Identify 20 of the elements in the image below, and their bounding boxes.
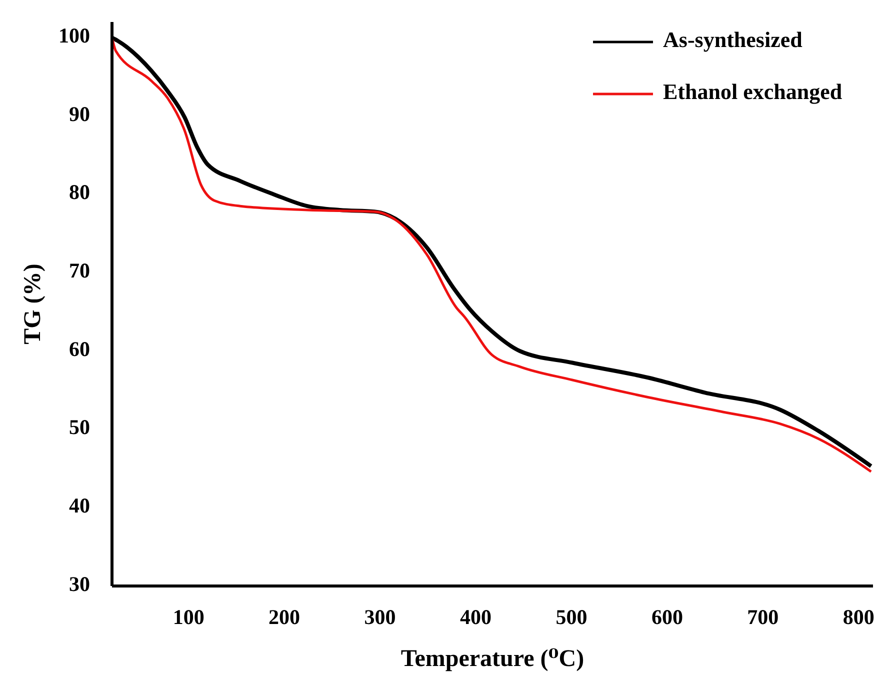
x-tick-label: 800: [842, 605, 874, 629]
legend-label: Ethanol exchanged: [663, 79, 842, 104]
x-tick-label: 400: [460, 605, 492, 629]
x-tick-label: 500: [556, 605, 588, 629]
y-tick-label: 30: [69, 572, 90, 596]
x-tick-label: 700: [747, 605, 779, 629]
y-tick-label: 70: [69, 258, 90, 282]
y-tick-label: 60: [69, 336, 90, 361]
y-tick-label: 40: [69, 493, 90, 518]
y-tick-label: 50: [69, 415, 90, 440]
x-tick-label: 200: [268, 605, 300, 629]
y-tick-label: 90: [69, 102, 90, 126]
y-tick-label: 80: [69, 180, 90, 204]
x-tick-label: 300: [364, 605, 396, 629]
x-axis-title: Temperature (⁰C): [400, 646, 584, 672]
x-tick-label: 100: [172, 605, 204, 629]
y-tick-label: 100: [58, 23, 90, 48]
legend-label: As-synthesized: [663, 27, 802, 52]
x-tick-label: 600: [651, 605, 683, 629]
y-axis-title: TG (%): [20, 264, 46, 344]
